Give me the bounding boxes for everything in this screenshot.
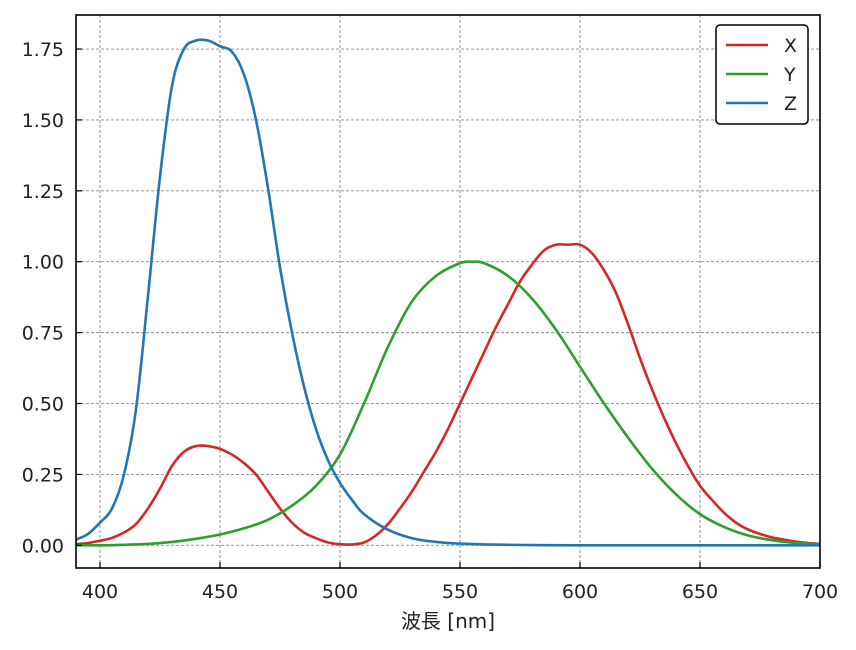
plot-area xyxy=(76,15,820,568)
x-tick-label: 500 xyxy=(322,581,358,603)
legend-label-x: X xyxy=(784,35,797,57)
plot-frame xyxy=(75,14,821,569)
y-tick-label: 1.50 xyxy=(22,110,64,132)
grid-layer xyxy=(76,15,821,568)
series-line-z xyxy=(76,38,820,547)
label-layer: 波長 [nm] xyxy=(401,609,495,633)
y-tick-label: 0.75 xyxy=(22,323,64,345)
series-layer xyxy=(76,38,820,547)
y-tick-label: 0.25 xyxy=(22,464,64,486)
x-tick-label: 600 xyxy=(562,581,598,603)
y-tick-label: 1.00 xyxy=(22,252,64,274)
x-tick-label: 550 xyxy=(442,581,478,603)
frame-layer xyxy=(75,14,821,569)
x-tick-label: 400 xyxy=(82,581,118,603)
x-tick-label: 450 xyxy=(202,581,238,603)
tick-layer: 400 450 500 550 600 650 700 0.00 0.25 0.50 0.75 1.0… xyxy=(22,39,838,603)
legend-label-y: Y xyxy=(783,64,796,86)
y-tick-label: 0.00 xyxy=(22,535,64,557)
x-axis-title: 波長 [nm] xyxy=(401,609,495,633)
legend: XYZ xyxy=(715,24,809,125)
x-tick-label: 650 xyxy=(682,581,718,603)
plot-background-layer xyxy=(76,15,820,568)
y-tick-label: 1.25 xyxy=(22,181,64,203)
legend-label-z: Z xyxy=(784,93,797,115)
series-line-y xyxy=(76,260,820,547)
y-tick-label: 0.50 xyxy=(22,394,64,416)
y-tick-label: 1.75 xyxy=(22,39,64,61)
x-tick-label: 700 xyxy=(802,581,838,603)
series-line-x xyxy=(76,242,820,546)
